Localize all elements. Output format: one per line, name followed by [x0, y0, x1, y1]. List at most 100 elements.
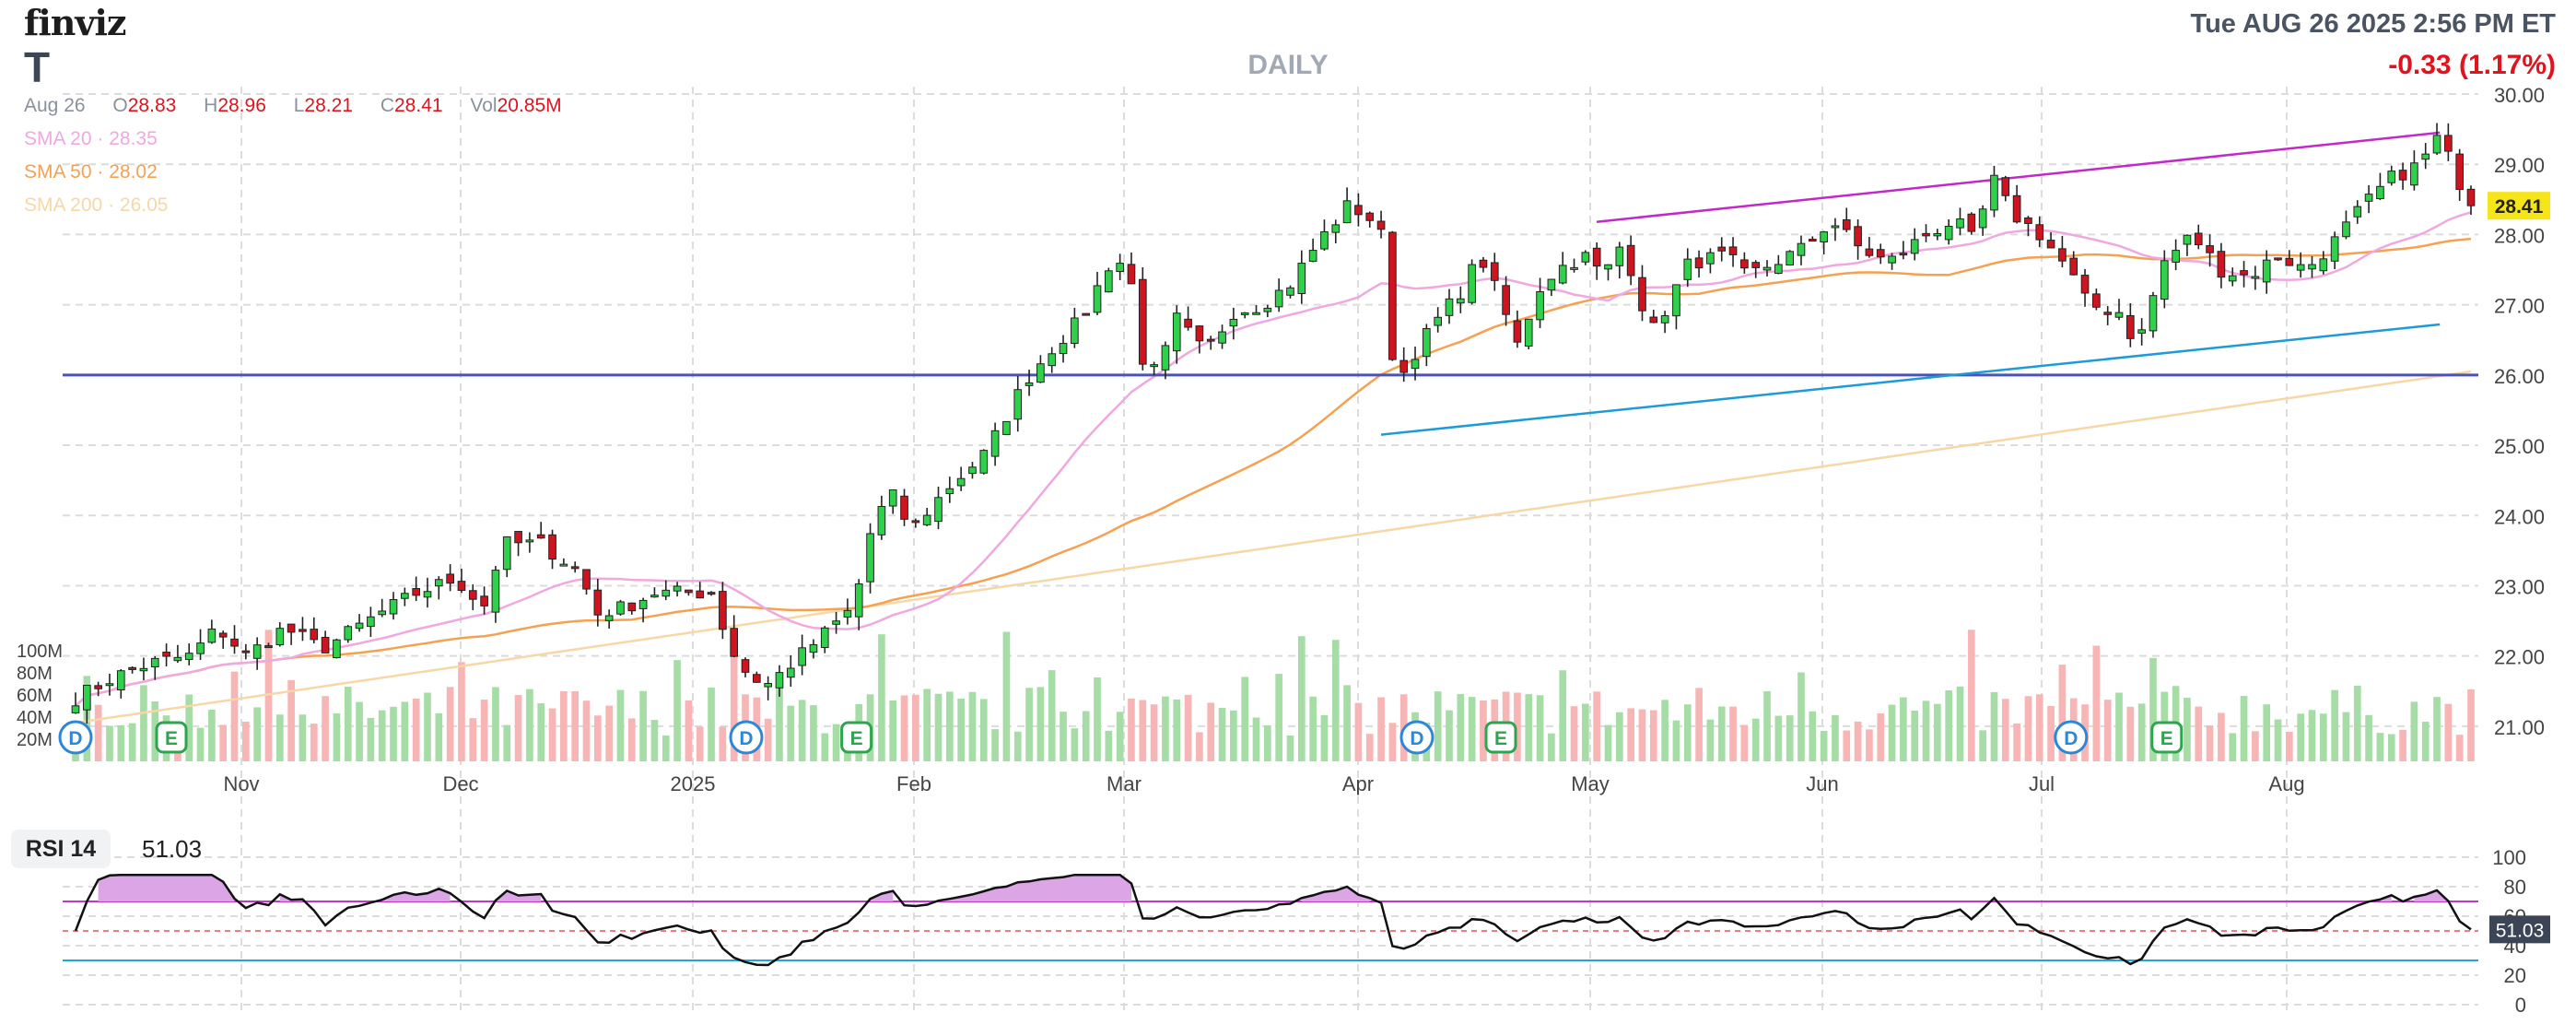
- rsi-indicator-label[interactable]: RSI 14: [11, 830, 111, 868]
- volume-bar: [412, 698, 420, 761]
- candle: [2080, 275, 2090, 294]
- volume-bar: [764, 718, 772, 761]
- volume-bar: [2229, 733, 2237, 761]
- candle: [911, 520, 920, 524]
- candle: [1445, 298, 1454, 316]
- volume-bar: [2433, 697, 2441, 761]
- candle: [1638, 277, 1646, 312]
- volume-bar: [1809, 711, 1817, 761]
- open-label: O: [112, 95, 128, 116]
- volume-bar: [2240, 696, 2248, 761]
- candle: [2103, 312, 2113, 315]
- event-letter: E: [2160, 728, 2173, 749]
- candle: [321, 636, 330, 653]
- candle: [71, 705, 80, 713]
- candle: [457, 581, 466, 591]
- sma200-legend[interactable]: SMA 200 · 26.05: [24, 194, 168, 217]
- candle: [548, 534, 556, 560]
- candle: [662, 589, 671, 597]
- volume-bar: [208, 710, 216, 761]
- candle: [1331, 224, 1341, 233]
- candle: [1048, 353, 1057, 367]
- candle: [1399, 359, 1409, 373]
- candle: [1104, 270, 1113, 293]
- volume-bar: [1514, 692, 1521, 761]
- candle: [1649, 316, 1658, 324]
- candle: [2398, 170, 2407, 181]
- candle: [1762, 266, 1772, 271]
- sma50-legend[interactable]: SMA 50 · 28.02: [24, 161, 158, 183]
- volume-bar: [1388, 723, 1397, 761]
- volume-bar: [1751, 718, 1760, 761]
- sma20-label: SMA 20: [24, 128, 92, 149]
- volume-bar: [514, 695, 522, 761]
- candle: [1547, 278, 1556, 291]
- volume-bar: [196, 727, 205, 761]
- volume-bar: [1094, 677, 1101, 761]
- volume-bar: [1275, 674, 1282, 761]
- candle: [2228, 275, 2237, 282]
- volume-bar: [1207, 702, 1215, 761]
- candle: [1570, 266, 1578, 270]
- volume-bar: [991, 729, 999, 761]
- candle: [1365, 212, 1375, 221]
- volume-bar: [140, 685, 147, 761]
- candle: [1865, 248, 1874, 256]
- volume-bar: [878, 634, 885, 761]
- sma20-legend[interactable]: SMA 20 · 28.35: [24, 128, 158, 150]
- volume-bar: [2047, 706, 2055, 761]
- candle: [1456, 298, 1465, 304]
- candle: [1082, 312, 1091, 316]
- candle: [1172, 312, 1181, 352]
- volume-tick-label: 40M: [17, 708, 53, 728]
- candle: [378, 610, 387, 616]
- volume-bar: [1139, 700, 1147, 761]
- candle: [945, 488, 954, 495]
- volume-bar: [1979, 730, 1986, 761]
- dividend-icon: [1399, 720, 1434, 755]
- sma50-sep: ·: [97, 161, 104, 182]
- candle: [2024, 217, 2032, 224]
- volume-bar: [253, 707, 261, 761]
- candle: [1388, 231, 1397, 360]
- volume-bar: [1786, 715, 1794, 761]
- y-tick-label: 26.00: [2494, 365, 2545, 388]
- timeframe-label[interactable]: DAILY: [1247, 50, 1329, 80]
- volume-bar: [934, 693, 943, 761]
- candle: [866, 533, 874, 583]
- candle: [1071, 317, 1079, 345]
- volume-bar: [1740, 724, 1749, 761]
- volume-bar: [582, 700, 591, 761]
- volume-bar: [1717, 706, 1726, 761]
- candle: [2455, 153, 2465, 191]
- candle: [900, 495, 908, 520]
- volume-bar: [356, 701, 363, 761]
- sma200-line: [75, 370, 2472, 724]
- volume-bar: [2331, 689, 2338, 761]
- finviz-logo[interactable]: finviz: [24, 2, 127, 43]
- volume-bar: [2297, 713, 2304, 761]
- last-price-tag: [2488, 192, 2550, 220]
- volume-bar: [2195, 706, 2203, 761]
- volume-bar: [889, 700, 897, 761]
- volume-bar: [1661, 700, 1669, 761]
- candle: [196, 642, 205, 654]
- earnings-marker: E: [2150, 721, 2184, 754]
- candle: [2240, 270, 2248, 276]
- y-tick-label: 29.00: [2494, 154, 2545, 177]
- sma20-line: [75, 211, 2472, 707]
- candle: [832, 620, 840, 625]
- volume-bar: [1729, 706, 1737, 761]
- x-tick-label: Jul: [2029, 772, 2055, 795]
- rsi-value: 51.03: [142, 835, 203, 863]
- volume-bar: [2035, 694, 2043, 761]
- volume-bar: [1036, 687, 1045, 761]
- candle: [1218, 331, 1226, 344]
- volume-bar: [1309, 696, 1317, 761]
- ticker-symbol: T: [24, 43, 51, 91]
- rsi-pane: 10080604020051.03: [63, 846, 2550, 1017]
- dividend-marker: D: [1399, 720, 1434, 755]
- candle: [1036, 363, 1045, 383]
- sma20-sep: ·: [97, 128, 104, 149]
